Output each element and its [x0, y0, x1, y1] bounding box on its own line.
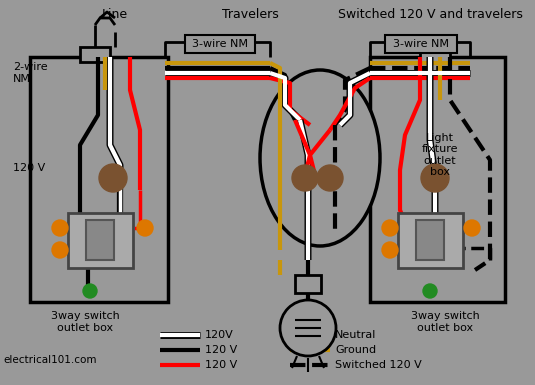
- Text: 120 V: 120 V: [13, 163, 45, 173]
- Text: 3way switch
outlet box: 3way switch outlet box: [411, 311, 479, 333]
- Circle shape: [280, 300, 336, 356]
- Text: 120 V: 120 V: [205, 360, 237, 370]
- Text: Ground: Ground: [335, 345, 376, 355]
- Text: electrical101.com: electrical101.com: [3, 355, 97, 365]
- Text: 3-wire NM: 3-wire NM: [192, 39, 248, 49]
- Bar: [370, 57, 505, 302]
- Circle shape: [83, 284, 97, 298]
- Bar: [420, 47, 450, 62]
- Bar: [185, 35, 255, 53]
- Bar: [416, 220, 444, 260]
- Circle shape: [464, 220, 480, 236]
- Circle shape: [421, 164, 449, 192]
- Circle shape: [52, 242, 68, 258]
- Text: Line: Line: [102, 7, 128, 20]
- Text: 3way switch
outlet box: 3way switch outlet box: [51, 311, 119, 333]
- Bar: [295, 275, 321, 293]
- Bar: [385, 35, 457, 53]
- Text: 3-wire NM: 3-wire NM: [393, 39, 449, 49]
- Text: Neutral: Neutral: [335, 330, 377, 340]
- Circle shape: [99, 164, 127, 192]
- Text: Switched 120 V: Switched 120 V: [335, 360, 422, 370]
- Text: 120 V: 120 V: [205, 345, 237, 355]
- Ellipse shape: [260, 70, 380, 246]
- Text: 120V: 120V: [205, 330, 234, 340]
- Text: Light
fixture
outlet
box: Light fixture outlet box: [422, 132, 458, 177]
- Bar: [68, 213, 133, 268]
- Circle shape: [137, 220, 153, 236]
- Text: Travelers: Travelers: [221, 7, 278, 20]
- Text: Switched 120 V and travelers: Switched 120 V and travelers: [338, 7, 523, 20]
- Bar: [30, 57, 168, 302]
- Circle shape: [292, 165, 318, 191]
- Circle shape: [382, 220, 398, 236]
- Text: 2-wire
NM: 2-wire NM: [13, 62, 48, 84]
- Circle shape: [52, 220, 68, 236]
- Bar: [80, 47, 110, 62]
- Circle shape: [423, 284, 437, 298]
- Bar: [398, 213, 463, 268]
- Bar: [86, 220, 114, 260]
- Circle shape: [317, 165, 343, 191]
- Circle shape: [382, 242, 398, 258]
